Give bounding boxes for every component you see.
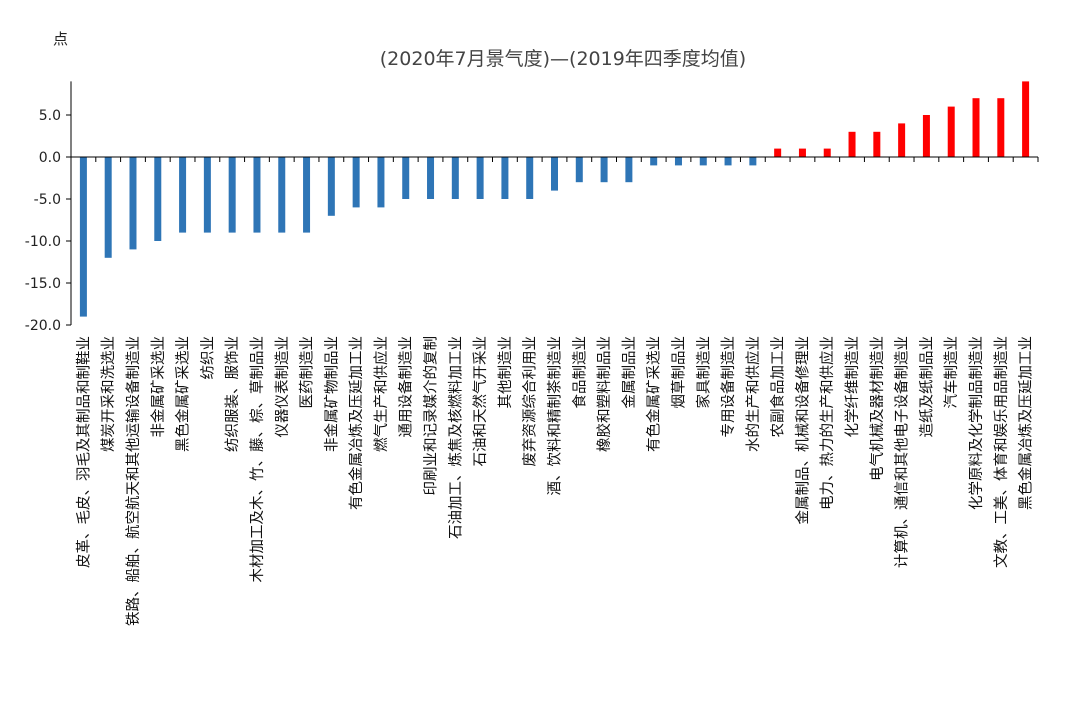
x-category-label: 非金属矿物制品业 — [323, 336, 340, 452]
bar — [154, 157, 162, 241]
bar — [575, 157, 583, 183]
x-category-label: 燃气生产和供应业 — [372, 336, 390, 452]
x-category-label: 计算机、通信和其他电子设备制造业 — [894, 336, 911, 568]
x-category-label: 纺织业 — [199, 336, 216, 380]
x-category-label: 橡胶和塑料制品业 — [596, 336, 613, 452]
x-category-label: 印刷业和记录媒介的复制 — [422, 336, 440, 496]
bar — [997, 98, 1005, 157]
bar — [501, 157, 509, 199]
bar — [129, 157, 137, 250]
y-axis: -20.0 -15.0 -10.0 -5.0 0.0 5.0 — [25, 81, 72, 334]
bar — [451, 157, 459, 199]
x-category-label: 食品制造业 — [571, 336, 588, 409]
x-category-label: 专用设备制造业 — [720, 336, 737, 438]
bar — [674, 157, 682, 166]
x-category-label: 有色金属矿采选业 — [646, 336, 663, 452]
bars — [79, 81, 1030, 317]
x-category-label: 黑色金属冶炼及压延加工业 — [1018, 336, 1035, 510]
bar — [551, 157, 558, 191]
bar — [104, 157, 112, 258]
bar — [650, 157, 658, 166]
bar — [203, 157, 211, 233]
x-category-label: 纺织服装、服饰业 — [224, 336, 241, 452]
x-category-label: 酒、饮料和精制茶制造业 — [547, 336, 564, 496]
x-category-label: 皮革、毛皮、羽毛及其制品和制鞋业 — [75, 336, 92, 568]
x-category-label: 化学纤维制造业 — [844, 336, 861, 438]
x-category-label: 烟草制品业 — [670, 336, 687, 409]
y-axis-unit-label: 点 — [53, 30, 69, 48]
bar — [179, 157, 187, 233]
bar — [600, 157, 608, 183]
bar — [352, 157, 360, 208]
y-tick-label: 5.0 — [39, 108, 61, 124]
x-category-label: 仪器仪表制造业 — [274, 336, 291, 438]
chart-title: (2020年7月景气度)—(2019年四季度均值) — [379, 48, 747, 70]
bar — [749, 157, 757, 166]
bar — [873, 131, 881, 157]
x-category-label: 铁路、船舶、航空航天和其他运输设备制造业 — [125, 336, 142, 626]
bar — [476, 157, 484, 199]
bar — [922, 115, 930, 157]
bar — [898, 123, 906, 157]
x-category-label: 石油加工、炼焦及核燃料加工业 — [446, 336, 464, 539]
x-category-label: 水的生产和供应业 — [744, 336, 762, 452]
x-category-label: 医药制造业 — [299, 336, 316, 409]
bar — [526, 157, 534, 199]
x-category-label: 化学原料及化学制品制造业 — [968, 336, 985, 510]
x-category-label: 农副食品加工业 — [770, 336, 787, 438]
bar — [947, 106, 955, 157]
bar — [79, 157, 87, 317]
x-category-label: 非金属矿采选业 — [150, 336, 167, 438]
y-tick-label: -15.0 — [25, 276, 61, 292]
bar — [798, 148, 806, 157]
bar — [1022, 81, 1030, 157]
x-category-label: 通用设备制造业 — [398, 336, 415, 438]
bar — [724, 157, 732, 166]
x-category-label: 黑色金属矿采选业 — [175, 336, 192, 452]
bar — [253, 157, 261, 233]
x-category-label: 有色金属冶炼及压延加工业 — [348, 336, 365, 510]
bar — [774, 148, 782, 157]
x-axis-labels: 皮革、毛皮、羽毛及其制品和制鞋业 煤炭开采和洗选业 铁路、船舶、航空航天和其他运输设… — [75, 336, 1034, 626]
x-category-label: 煤炭开采和洗选业 — [100, 336, 117, 452]
bar — [278, 157, 286, 233]
bar — [625, 157, 633, 183]
bar — [303, 157, 311, 233]
x-category-label: 金属制品业 — [621, 336, 638, 409]
bar — [402, 157, 410, 199]
bar — [848, 131, 856, 157]
y-tick-label: -20.0 — [25, 318, 61, 334]
x-category-label: 废弃资源综合利用业 — [522, 336, 539, 467]
x-category-label: 木材加工及木、竹、藤、棕、草制品业 — [249, 336, 266, 583]
bar — [427, 157, 435, 199]
bar — [228, 157, 236, 233]
x-category-label: 造纸及纸制品业 — [918, 336, 935, 438]
y-tick-label: -5.0 — [34, 192, 61, 208]
x-category-label: 汽车制造业 — [943, 336, 960, 409]
x-category-label: 电力、热力的生产和供应业 — [818, 336, 836, 510]
bar — [377, 157, 385, 208]
x-axis — [70, 156, 1039, 162]
y-tick-label: 0.0 — [39, 150, 61, 166]
x-category-label: 金属制品、机械和设备修理业 — [794, 336, 811, 525]
x-category-label: 电气机械及器材制造业 — [869, 336, 886, 481]
bar — [327, 157, 335, 216]
y-tick-label: -10.0 — [25, 234, 61, 250]
x-category-label: 家具制造业 — [695, 336, 712, 409]
bar — [699, 157, 707, 166]
bar — [823, 148, 831, 157]
x-category-label: 其他制造业 — [497, 336, 514, 409]
x-category-label: 文教、工美、体育和娱乐用品制造业 — [993, 336, 1010, 568]
x-category-label: 石油和天然气开采业 — [472, 336, 489, 467]
bar — [972, 98, 980, 157]
